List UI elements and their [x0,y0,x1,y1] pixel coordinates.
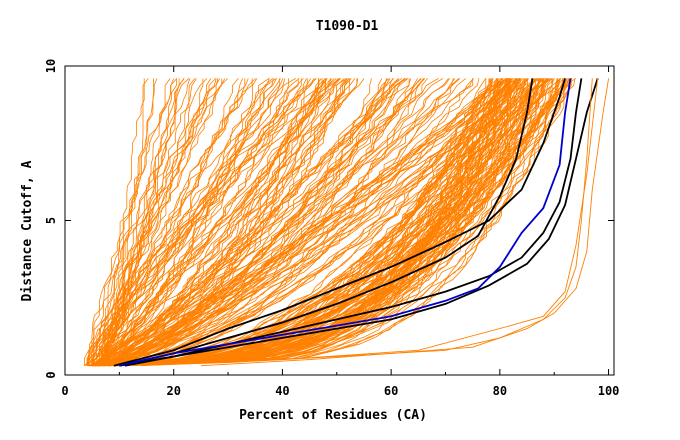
background-curve-120 [94,78,487,367]
background-curve-54 [104,78,246,366]
background-curve-43 [90,78,300,366]
background-curve-221 [87,78,539,367]
background-curve-130 [110,78,507,367]
background-curve-255 [97,78,523,367]
series-layer [113,78,610,367]
background-curve-34 [91,78,178,366]
background-curve-92 [91,78,456,367]
x-tick-label-1: 20 [166,384,180,398]
background-curves [83,78,577,367]
background-curve-132 [95,78,499,367]
background-curve-211 [105,78,513,367]
background-curve-97 [103,78,356,366]
y-tick-label-0: 0 [44,371,58,378]
x-tick-label-5: 100 [598,384,620,398]
background-curve-125 [112,78,400,367]
chart-title: T1090-D1 [316,19,379,34]
y-tick-label-2: 10 [44,59,58,73]
background-curve-67 [89,78,341,367]
background-curve-243 [120,78,499,367]
background-curve-141 [100,78,352,367]
axis-ticks: 0 20 40 60 80 100 0 5 10 [44,59,619,398]
background-curve-122 [113,78,393,367]
series-line-4 [119,78,572,367]
background-curve-126 [103,78,365,367]
x-axis-label: Percent of Residues (CA) [239,408,427,423]
background-curve-145 [102,78,449,367]
background-curve-210 [115,78,498,367]
background-curve-137 [88,78,454,367]
series-line-7 [141,78,599,367]
x-tick-label-4: 80 [493,384,507,398]
background-curve-58 [84,78,340,366]
background-curve-149 [86,78,372,367]
background-curve-181 [110,78,499,367]
background-curve-259 [96,78,520,367]
background-curve-49 [99,78,253,366]
background-curve-124 [102,78,319,367]
background-curve-52 [87,78,328,366]
background-curve-36 [92,78,348,367]
background-curve-115 [100,78,439,366]
background-curve-253 [95,78,522,367]
background-curve-59 [101,78,177,366]
background-curve-25 [106,78,256,366]
background-curve-57 [90,78,145,366]
background-curve-144 [107,78,332,367]
y-tick-label-1: 5 [44,217,58,224]
background-curve-60 [105,78,307,367]
x-tick-label-2: 40 [275,384,289,398]
background-curve-26 [94,78,204,366]
background-curve-118 [91,78,358,367]
background-curve-121 [106,78,410,367]
background-curve-258 [97,78,493,367]
background-curve-247 [94,78,511,367]
background-curve-193 [119,78,536,367]
background-curve-232 [113,78,510,367]
background-curve-174 [103,78,490,367]
background-curve-56 [103,78,171,366]
background-curve-248 [113,78,548,367]
background-curve-235 [91,78,497,367]
x-tick-label-3: 60 [384,384,398,398]
background-curve-45 [99,78,149,366]
background-curve-146 [86,78,323,367]
background-curve-236 [92,78,521,367]
background-curve-246 [88,78,548,367]
background-curve-123 [117,78,426,367]
background-curve-33 [88,78,229,366]
background-curve-238 [107,78,543,367]
background-curve-40 [90,78,270,366]
background-curve-242 [98,78,568,367]
background-curve-44 [93,78,226,366]
background-curve-139 [107,78,406,366]
background-curve-128 [104,78,510,367]
background-curve-143 [91,78,425,367]
series-line-3 [124,78,599,367]
background-curve-48 [108,78,216,366]
x-tick-label-0: 0 [61,384,68,398]
background-curve-96 [94,78,460,367]
background-curve-103 [103,78,308,367]
background-curve-254 [115,78,498,367]
background-curve-50 [95,78,302,367]
y-axis-label: Distance Cutoff, A [20,160,35,301]
series-line-6 [200,78,610,367]
background-curve-183 [116,78,562,367]
background-curve-249 [116,78,564,367]
background-curve-148 [90,78,461,367]
background-curve-147 [91,78,387,367]
background-curve-256 [95,78,553,367]
series-line-1 [113,78,566,367]
background-curve-182 [90,78,545,367]
background-curve-117 [88,78,406,367]
series-line-0 [119,78,534,367]
background-curve-230 [103,78,501,367]
background-curve-31 [104,78,196,366]
background-curve-47 [87,78,317,366]
